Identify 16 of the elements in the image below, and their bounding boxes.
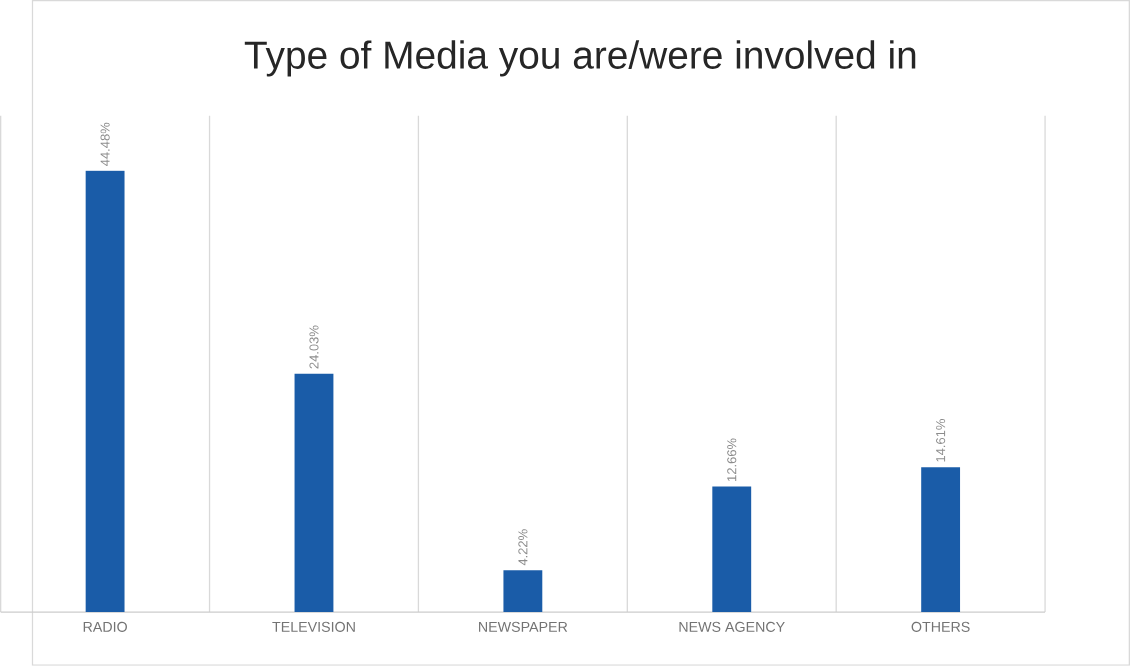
x-tick-label: RADIO	[83, 621, 127, 633]
data-label: 24.03%	[309, 325, 319, 369]
x-tick-label: NEWS AGENCY	[679, 621, 785, 633]
x-tick-label: NEWSPAPER	[479, 621, 568, 633]
data-label: 44.48%	[100, 122, 110, 166]
data-label: 12.66%	[727, 438, 737, 481]
x-tick-label: OTHERS	[911, 621, 970, 633]
data-label: 14.61%	[936, 419, 946, 462]
chart-title: Type of Media you are/were involved in	[244, 40, 916, 77]
bar	[921, 467, 961, 613]
bar	[85, 170, 125, 613]
bar	[503, 570, 543, 613]
data-label: 4.22%	[518, 529, 528, 566]
bar	[294, 373, 334, 613]
x-tick-label: TELEVISION	[272, 621, 355, 633]
bar	[712, 486, 752, 613]
